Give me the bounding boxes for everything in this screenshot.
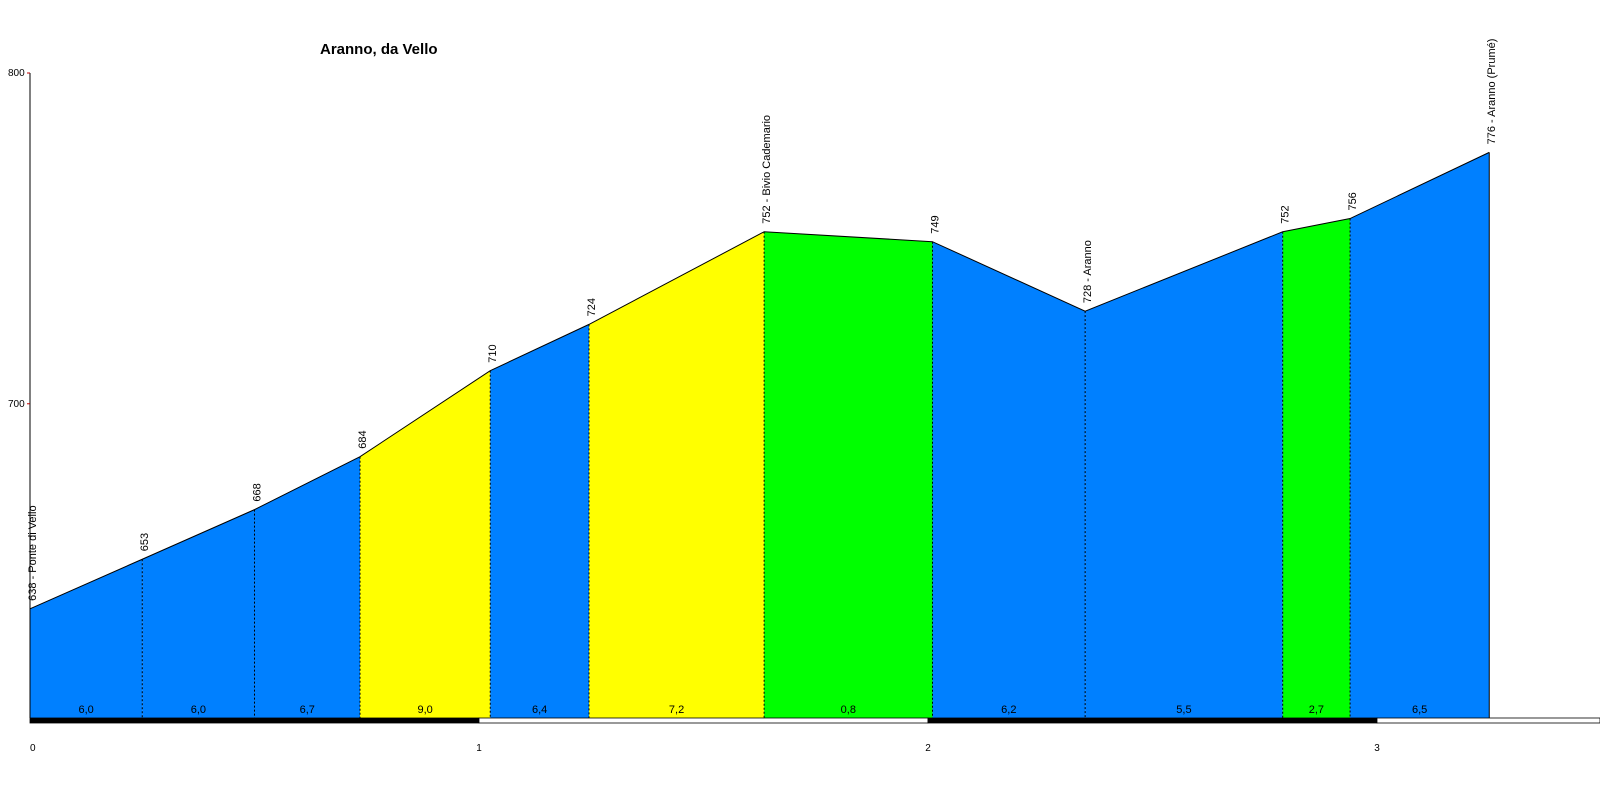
profile-segments — [30, 152, 1490, 719]
x-axis: 0 1 2 3 — [29, 717, 1600, 754]
profile-segment — [360, 370, 491, 718]
grade-label: 7,2 — [669, 704, 684, 716]
y-tick-label: 800 — [8, 68, 25, 79]
segment-dividers — [141, 152, 1490, 718]
point-labels: 638 - Ponte di Vello 653 668 684 710 724 752 -… — [27, 39, 1498, 601]
x-tick-label: 1 — [476, 743, 482, 754]
grade-label: 9,0 — [417, 704, 432, 716]
y-axis: 700 800 — [8, 68, 31, 718]
point-label: 728 - Aranno — [1082, 240, 1094, 303]
point-label: 776 - Aranno (Prumé) — [1486, 39, 1498, 145]
point-label: 749 — [929, 215, 941, 233]
grade-label: 6,0 — [191, 704, 206, 716]
point-label: 752 - Bivio Cademario — [761, 115, 773, 224]
km-scale-bar — [1376, 717, 1600, 724]
km-scale-bar — [927, 717, 1378, 724]
profile-segment — [1085, 231, 1283, 718]
profile-segment — [932, 241, 1086, 718]
km-scale-bar — [478, 717, 929, 724]
grade-label: 6,2 — [1001, 704, 1016, 716]
point-label: 684 — [357, 430, 369, 448]
grade-label: 2,7 — [1309, 704, 1324, 716]
x-tick-label: 3 — [1374, 743, 1380, 754]
grade-label: 6,0 — [78, 704, 93, 716]
point-label: 752 — [1280, 205, 1292, 223]
point-label: 756 — [1347, 192, 1359, 210]
grade-label: 0,8 — [841, 704, 856, 716]
point-label: 668 — [252, 483, 264, 501]
profile-segment — [1282, 218, 1351, 719]
grade-label: 6,5 — [1412, 704, 1427, 716]
x-tick-label: 2 — [925, 743, 931, 754]
profile-line — [29, 151, 1490, 610]
profile-segment — [142, 509, 255, 718]
point-label: 710 — [487, 344, 499, 362]
profile-outline — [29, 151, 1490, 610]
grade-labels: 6,0 6,0 6,7 9,0 6,4 7,2 0,8 6,2 5,5 2,7 6,5 — [78, 704, 1427, 716]
point-label: 724 — [586, 298, 598, 316]
profile-segment — [1350, 152, 1490, 718]
y-tick-label: 700 — [8, 399, 25, 410]
profile-segment — [589, 231, 765, 718]
profile-segment — [254, 456, 361, 718]
point-label: 653 — [139, 533, 151, 551]
grade-label: 6,4 — [532, 704, 547, 716]
profile-segment — [764, 231, 933, 718]
point-label: 638 - Ponte di Vello — [27, 505, 39, 600]
profile-segment — [30, 559, 143, 718]
km-scale-bar — [29, 717, 480, 724]
profile-segment — [490, 324, 590, 718]
x-tick-label: 0 — [30, 743, 36, 754]
chart-title: Aranno, da Vello — [320, 41, 438, 58]
grade-label: 6,7 — [300, 704, 315, 716]
grade-label: 5,5 — [1176, 704, 1191, 716]
